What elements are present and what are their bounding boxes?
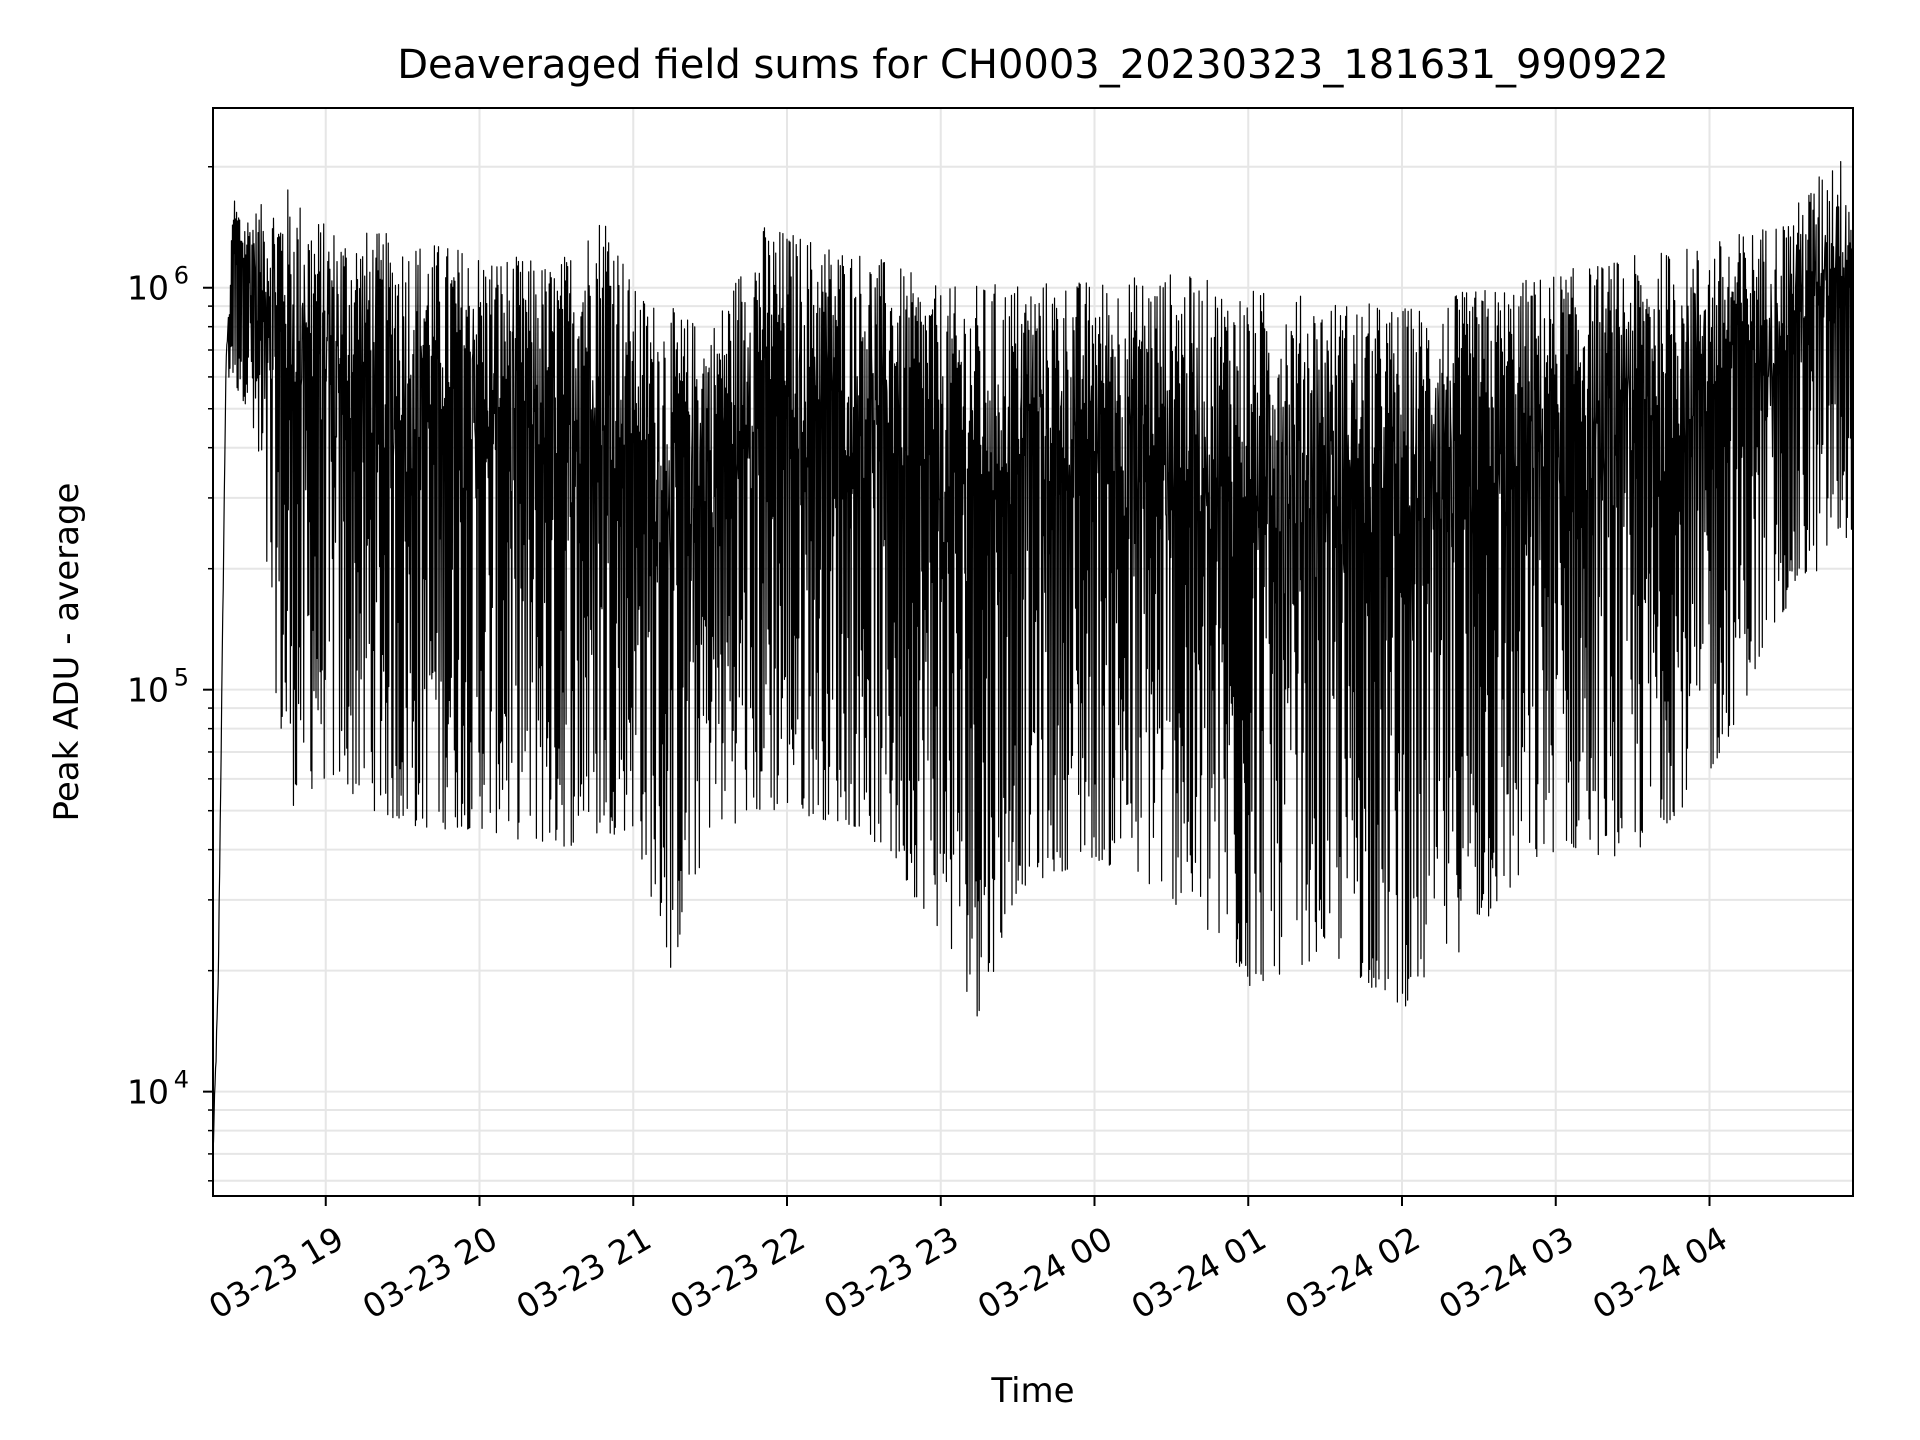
y-tick-exponent: 6 xyxy=(174,262,189,290)
plot-area xyxy=(213,160,1853,1151)
y-tick-label: 10 xyxy=(127,1073,169,1112)
y-tick-exponent: 5 xyxy=(174,664,189,692)
y-axis-label: Peak ADU - average xyxy=(47,483,87,822)
chart-title: Deaveraged field sums for CH0003_2023032… xyxy=(397,42,1669,88)
y-tick-label: 10 xyxy=(127,269,169,308)
series-group xyxy=(213,160,1853,1151)
x-axis-label: Time xyxy=(990,1371,1074,1411)
y-tick-exponent: 4 xyxy=(174,1066,189,1094)
y-tick-label: 10 xyxy=(127,671,169,710)
plot-frame xyxy=(212,107,1854,1197)
series-line xyxy=(213,160,1853,1151)
